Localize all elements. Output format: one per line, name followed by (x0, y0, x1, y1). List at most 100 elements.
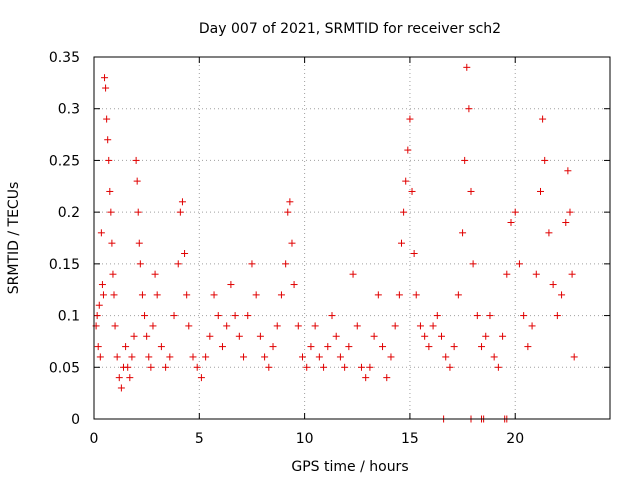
data-point (404, 146, 412, 154)
data-point (459, 229, 467, 237)
data-point (429, 322, 437, 330)
data-point (231, 312, 239, 320)
y-tick-label: 0.1 (58, 309, 80, 325)
data-point (286, 198, 294, 206)
data-point (126, 374, 134, 382)
data-point (410, 250, 418, 258)
data-point (383, 374, 391, 382)
data-point (469, 260, 477, 268)
data-point (181, 250, 189, 258)
axis-ticks (93, 56, 610, 420)
data-point (511, 208, 519, 216)
data-point (261, 353, 269, 361)
data-point (202, 353, 210, 361)
data-point (341, 363, 349, 371)
data-point (391, 322, 399, 330)
data-point (397, 239, 405, 247)
data-point (370, 332, 378, 340)
data-point (315, 353, 323, 361)
data-point (562, 218, 570, 226)
data-point (149, 322, 157, 330)
data-point (290, 281, 298, 289)
data-point (102, 84, 110, 92)
data-point (132, 156, 140, 164)
data-point (294, 322, 302, 330)
data-point (558, 291, 566, 299)
data-point (400, 208, 408, 216)
data-point (379, 343, 387, 351)
data-point (549, 281, 557, 289)
data-point (104, 136, 112, 144)
data-point (282, 260, 290, 268)
data-point (117, 384, 125, 392)
x-tick-label: 20 (506, 431, 524, 447)
y-tick-label: 0.25 (49, 153, 80, 169)
data-point (143, 332, 151, 340)
data-point (183, 291, 191, 299)
data-point (151, 270, 159, 278)
data-point (93, 312, 101, 320)
data-point (433, 312, 441, 320)
plot-frame (93, 56, 611, 420)
data-point (467, 187, 475, 195)
data-point (214, 312, 222, 320)
x-tick-label: 0 (90, 431, 99, 447)
data-point (265, 363, 273, 371)
data-point (450, 343, 458, 351)
data-point (103, 115, 111, 123)
data-point (532, 270, 540, 278)
x-tick-label: 15 (401, 431, 419, 447)
x-tick-label: 10 (296, 431, 314, 447)
data-point (223, 322, 231, 330)
data-point (570, 353, 578, 361)
data-point (564, 167, 572, 175)
data-point (528, 322, 536, 330)
x-axis-label: GPS time / hours (291, 459, 408, 475)
data-point (227, 281, 235, 289)
data-point (362, 374, 370, 382)
data-point (193, 363, 201, 371)
y-tick-label: 0.05 (49, 360, 80, 376)
data-point (145, 353, 153, 361)
chart-title: Day 007 of 2021, SRMTID for receiver sch… (199, 21, 501, 37)
data-point (206, 332, 214, 340)
y-axis-label: SRMTID / TECUs (6, 182, 22, 295)
data-point (157, 343, 165, 351)
data-point (299, 353, 307, 361)
data-point (197, 374, 205, 382)
data-point (170, 312, 178, 320)
x-tick-labels: 0 5 10 15 20 (90, 431, 525, 447)
data-point (463, 63, 471, 71)
data-point (94, 343, 102, 351)
data-point (136, 260, 144, 268)
data-point (115, 374, 123, 382)
data-point (256, 332, 264, 340)
data-point (109, 270, 117, 278)
data-point (416, 322, 424, 330)
data-point (147, 363, 155, 371)
data-point (107, 208, 115, 216)
data-point (328, 312, 336, 320)
data-point (406, 115, 414, 123)
data-point (153, 291, 161, 299)
data-point (357, 363, 365, 371)
data-point (122, 343, 130, 351)
x-tick-label: 5 (195, 431, 204, 447)
data-point (138, 291, 146, 299)
y-tick-label: 0.2 (58, 205, 80, 221)
data-point (566, 208, 574, 216)
data-point (95, 301, 103, 309)
data-point (269, 343, 277, 351)
data-point (482, 332, 490, 340)
data-point (210, 291, 218, 299)
data-point (166, 353, 174, 361)
data-point (108, 239, 116, 247)
data-point (421, 332, 429, 340)
data-point (133, 177, 141, 185)
data-point (135, 239, 143, 247)
data-point (438, 332, 446, 340)
data-point (553, 312, 561, 320)
data-point (273, 322, 281, 330)
data-point (524, 343, 532, 351)
